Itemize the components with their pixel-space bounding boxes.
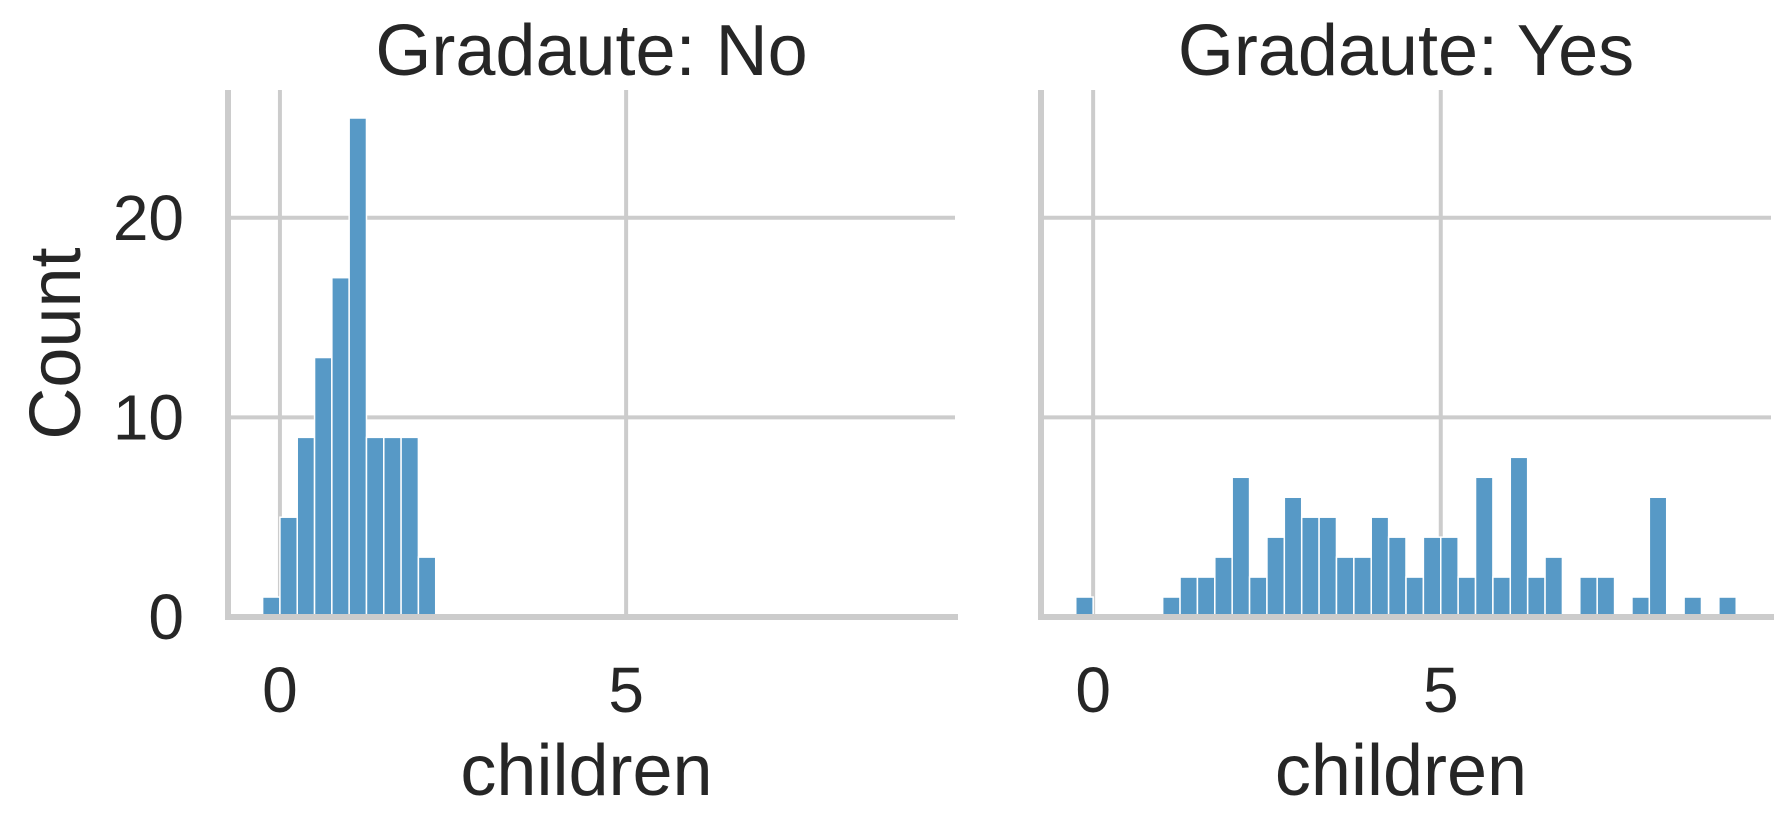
histogram-bar [1196, 576, 1216, 618]
histogram-bar [1474, 476, 1494, 618]
x-tick-label: 0 [1075, 654, 1111, 726]
histogram-bar [1544, 556, 1564, 618]
y-tick-label: 10 [113, 381, 184, 453]
histogram-bar [1248, 576, 1268, 618]
histogram-bar [1457, 576, 1477, 618]
histogram-bar [313, 356, 333, 618]
histogram-bar [383, 436, 402, 618]
histogram-bar [1509, 456, 1529, 618]
histogram-bar [400, 436, 420, 618]
histogram-bar [331, 276, 350, 618]
histogram-bar [1231, 476, 1251, 618]
histogram-bar [1335, 556, 1355, 618]
x-tick-label: 5 [1423, 654, 1459, 726]
x-tick-label: 0 [262, 654, 298, 726]
y-axis-label: Count [16, 247, 96, 439]
histogram-bar [1579, 576, 1598, 618]
histogram-bar [417, 556, 437, 618]
histogram-bar [365, 436, 385, 618]
histogram-bar [1596, 576, 1616, 618]
y-tick-label: 20 [113, 182, 184, 254]
histogram-bar [1370, 516, 1390, 618]
histogram-bar [1526, 576, 1546, 618]
panel-title: Gradaute: Yes [1178, 11, 1634, 91]
histogram-bar [296, 436, 316, 618]
x-axis-label: children [460, 731, 712, 811]
histogram-bar [1214, 556, 1233, 618]
histogram-bar [1283, 496, 1303, 618]
histogram-bar [1422, 536, 1442, 618]
histogram-bar [1648, 496, 1668, 618]
x-axis-label: children [1275, 731, 1527, 811]
y-tick-label: 0 [148, 581, 184, 653]
histogram-bar [1318, 516, 1338, 618]
x-tick-label: 5 [608, 654, 644, 726]
histogram-bar [279, 516, 298, 618]
histogram-bar [1266, 536, 1286, 618]
histogram-bar [1405, 576, 1425, 618]
histogram-bar [1440, 536, 1459, 618]
histogram-bar [1353, 556, 1372, 618]
histogram-bar [1300, 516, 1320, 618]
histogram-bar [1387, 536, 1407, 618]
panel-title: Gradaute: No [375, 11, 807, 91]
histogram-bar [1492, 576, 1512, 618]
histogram-bar [348, 117, 368, 618]
histogram-bar [1179, 576, 1199, 618]
